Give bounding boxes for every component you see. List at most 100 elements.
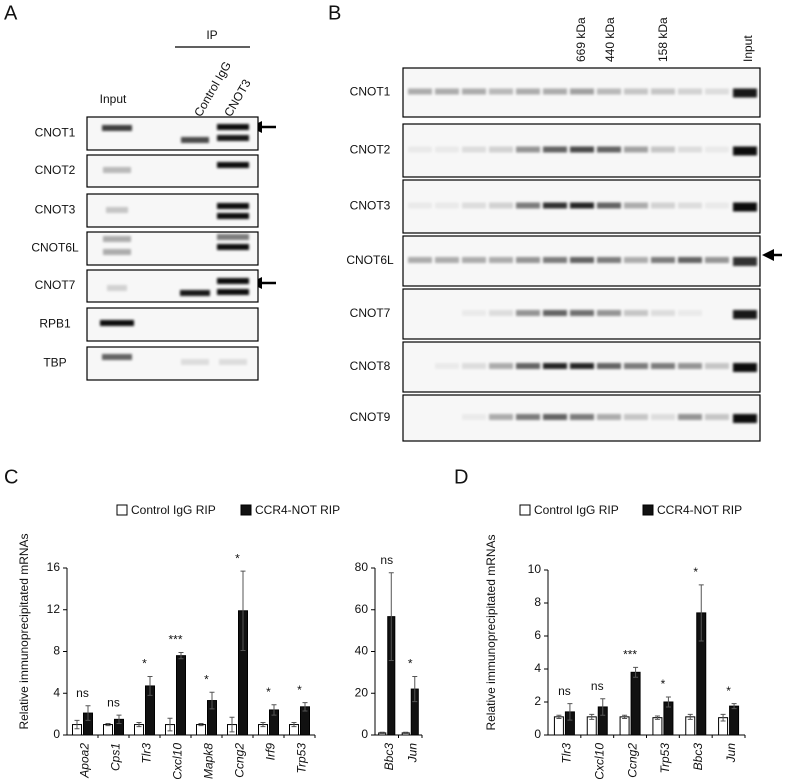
- marker-label: Input: [741, 35, 755, 62]
- band: [705, 414, 729, 420]
- blot-box: [86, 346, 259, 381]
- error-bar: [198, 723, 204, 727]
- band: [435, 202, 459, 209]
- band: [516, 257, 540, 263]
- band: [219, 359, 247, 365]
- band: [217, 244, 249, 250]
- x-tick-label: Ccng2: [625, 743, 639, 778]
- panel-label: C: [4, 466, 18, 488]
- row-label: CNOT3: [35, 203, 76, 217]
- y-tick-label: 0: [53, 727, 60, 741]
- error-bar: [302, 702, 308, 712]
- band: [102, 354, 132, 360]
- row-label: CNOT2: [35, 163, 76, 177]
- legend-label: Control IgG RIP: [534, 503, 619, 517]
- row-label: CNOT1: [35, 126, 76, 140]
- band: [543, 257, 567, 263]
- band: [217, 213, 249, 219]
- band: [217, 124, 249, 130]
- bar: [652, 717, 663, 736]
- significance-label: *: [142, 657, 147, 671]
- band: [597, 257, 621, 263]
- row-label: CNOT7: [35, 278, 76, 292]
- band: [408, 257, 432, 263]
- error-bar: [105, 723, 111, 727]
- band: [624, 414, 648, 420]
- band: [107, 285, 127, 291]
- band: [624, 257, 648, 263]
- band: [102, 125, 132, 131]
- x-tick-label: Bbc3: [382, 743, 396, 771]
- band: [705, 146, 729, 153]
- band: [651, 414, 675, 420]
- band: [651, 202, 675, 209]
- row-label: CNOT8: [350, 359, 391, 373]
- error-bar: [271, 704, 277, 716]
- legend-label: CCR4-NOT RIP: [255, 503, 340, 517]
- band: [180, 290, 210, 296]
- y-tick-label: 10: [528, 562, 542, 576]
- band: [705, 88, 729, 95]
- band: [489, 202, 513, 209]
- error-bar: [412, 676, 418, 703]
- band: [705, 257, 729, 263]
- band: [570, 202, 594, 209]
- band: [733, 88, 757, 98]
- error-bar: [229, 716, 235, 733]
- bar: [103, 724, 113, 736]
- y-tick-label: 16: [47, 560, 61, 574]
- blot-box: [86, 154, 259, 188]
- band: [597, 146, 621, 153]
- y-tick-label: 0: [534, 727, 541, 741]
- band: [678, 202, 702, 209]
- significance-label: *: [408, 657, 413, 671]
- error-bar: [622, 714, 628, 719]
- row-label: CNOT1: [350, 85, 391, 99]
- row-label: RPB1: [39, 317, 71, 331]
- band: [106, 207, 128, 213]
- bar: [176, 655, 186, 736]
- x-tick-label: Jun: [405, 743, 419, 764]
- band: [462, 202, 486, 209]
- significance-label: ns: [591, 679, 604, 693]
- band: [217, 162, 249, 168]
- band: [624, 202, 648, 209]
- error-bar: [209, 691, 215, 710]
- band: [597, 88, 621, 95]
- error-bar: [85, 705, 91, 721]
- y-tick-label: 40: [355, 644, 369, 658]
- band: [516, 414, 540, 420]
- legend-swatch: [519, 504, 531, 516]
- band: [100, 320, 134, 326]
- error-bar: [600, 698, 606, 716]
- band: [678, 310, 702, 316]
- y-tick-label: 8: [53, 644, 60, 658]
- bar: [729, 705, 740, 736]
- band: [678, 146, 702, 153]
- band: [489, 146, 513, 153]
- band: [489, 257, 513, 263]
- x-tick-label: Cxcl10: [592, 743, 606, 779]
- band: [217, 203, 249, 209]
- band: [543, 202, 567, 209]
- band: [435, 363, 459, 369]
- marker-label: 158 kDa: [656, 17, 670, 62]
- row-label: TBP: [43, 356, 66, 370]
- band: [489, 88, 513, 95]
- row-label: CNOT6L: [31, 241, 79, 255]
- y-axis-label: Relative immunoprecipitated mRNAs: [484, 534, 498, 730]
- bar: [553, 716, 564, 736]
- row-label: CNOT6L: [346, 253, 394, 267]
- y-tick-label: 0: [361, 727, 368, 741]
- band: [651, 257, 675, 263]
- error-bar: [654, 715, 660, 720]
- band: [181, 137, 209, 143]
- band: [462, 363, 486, 369]
- legend-swatch: [116, 504, 128, 516]
- x-tick-label: Trp53: [658, 743, 672, 774]
- band: [733, 257, 757, 266]
- blot-box: [86, 116, 259, 151]
- band: [733, 146, 757, 156]
- error-bar: [240, 570, 246, 651]
- y-tick-label: 80: [355, 560, 369, 574]
